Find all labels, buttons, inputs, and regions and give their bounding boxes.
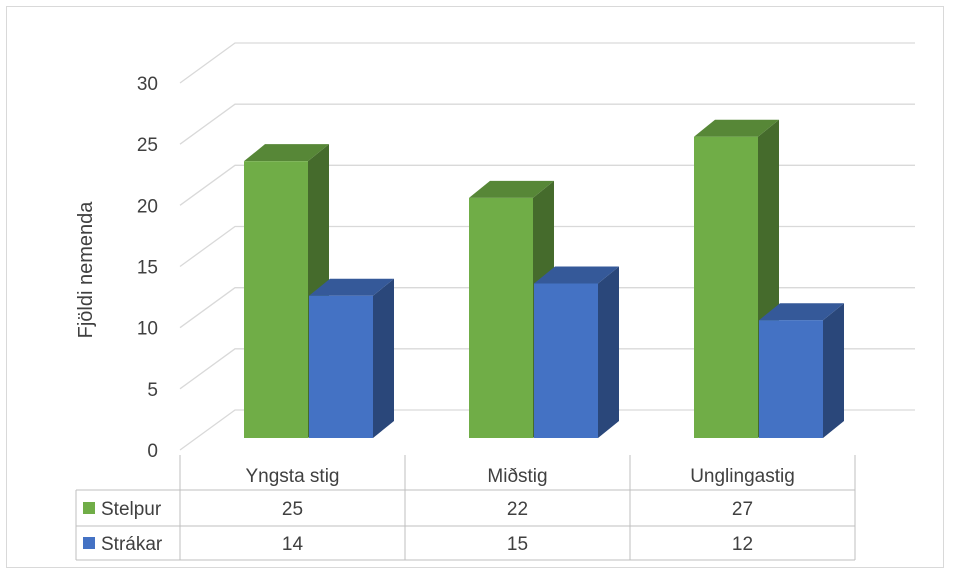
data-table: Yngsta stig Miðstig Unglingastig Stelpur 25 2… [75,455,856,561]
gridlines [179,42,915,451]
data-value-cell: 15 [507,534,528,555]
y-tick-label: 5 [147,380,158,401]
gridline [179,164,915,206]
gridline [179,409,915,451]
legend-key [83,502,95,514]
bar-top [534,266,619,284]
category-label: Yngsta stig [246,466,340,487]
gridline [179,225,915,268]
y-tick-label: 20 [137,196,158,217]
gridline [179,287,915,329]
bars [244,119,844,438]
bar-stelpur [694,119,779,438]
legend-key [83,537,95,549]
bar-front [244,161,308,438]
y-tick-label: 15 [137,258,158,279]
data-value-cell: 14 [282,534,304,555]
y-tick-label: 0 [147,441,158,462]
bar-front [694,136,758,438]
bar-top [759,303,844,321]
bar-top [469,180,554,198]
category-label: Miðstig [487,466,547,487]
data-value-cell: 25 [282,499,303,520]
data-value-cell: 27 [732,499,753,520]
bar-strakar [534,266,619,438]
bar-top [309,278,394,296]
series-name: Strákar [101,534,163,555]
category-label: Unglingastig [690,466,795,487]
bar-side [598,266,619,438]
bar-strakar [309,278,394,438]
bar-front [759,320,823,438]
bar-front [534,283,598,438]
y-axis-label: Fjöldi nemenda [75,201,97,339]
y-axis-ticks: 0 5 10 15 20 25 30 [137,74,158,462]
series-name: Stelpur [101,499,162,520]
gridline [179,348,915,390]
gridline [179,103,915,145]
bar-side [823,303,844,438]
bar-top [694,119,779,137]
bar-side [373,278,394,438]
data-value-cell: 22 [507,499,528,520]
y-tick-label: 30 [137,74,158,95]
gridline [179,42,915,84]
data-value-cell: 12 [732,534,753,555]
chart-frame [6,6,944,568]
y-tick-label: 25 [137,135,158,156]
bar-front [469,197,533,438]
bar-top [244,144,329,162]
bar-front [309,295,373,438]
y-tick-label: 10 [137,319,158,340]
bar-strakar [759,303,844,438]
